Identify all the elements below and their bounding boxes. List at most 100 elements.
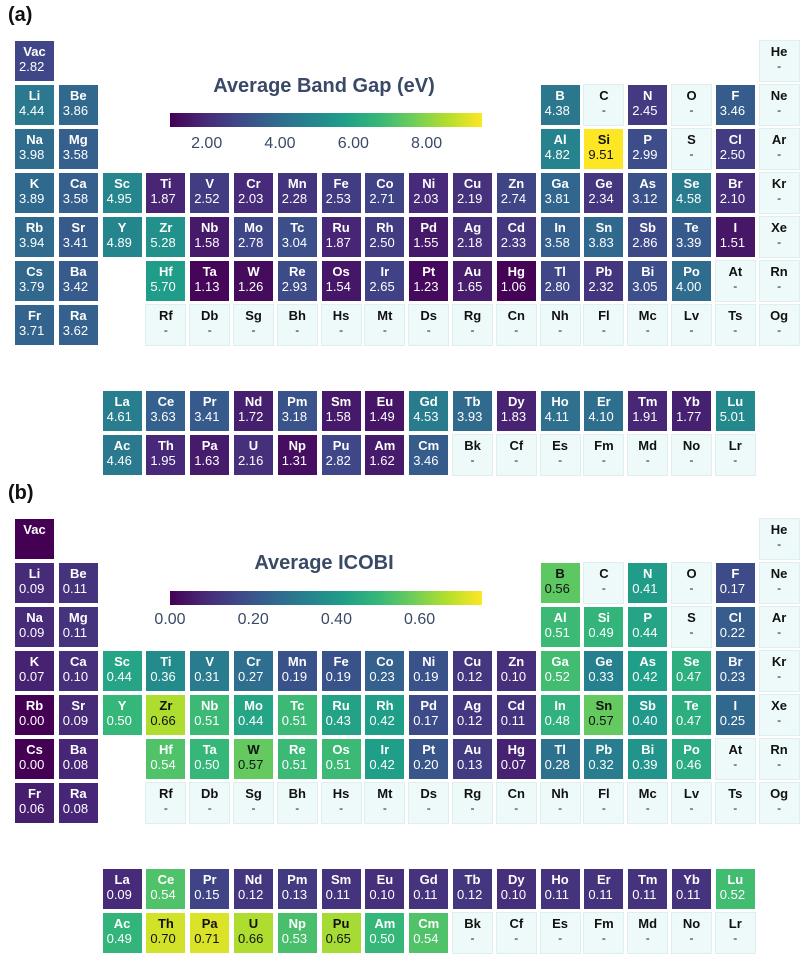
element-value: 1.63	[194, 453, 220, 468]
element-symbol: Nd	[244, 394, 263, 409]
element-symbol: Ra	[69, 308, 87, 323]
element-cell-te: Te 3.39	[671, 216, 712, 258]
element-cell-cr: Cr 0.27	[233, 650, 274, 692]
element-value: -	[645, 801, 650, 815]
element-value: -	[251, 323, 256, 337]
element-cell-k: K 3.89	[14, 172, 55, 214]
element-symbol: Ra	[69, 786, 87, 801]
element-value: 4.11	[544, 409, 569, 424]
element-value: 0.19	[413, 669, 439, 684]
element-symbol: Nd	[244, 872, 263, 887]
element-value: 2.33	[500, 235, 527, 250]
element-symbol: Sc	[114, 654, 131, 669]
element-symbol: S	[687, 132, 696, 147]
element-value: 2.82	[325, 453, 351, 468]
element-value: 2.86	[632, 235, 658, 250]
element-cell-y: Y 4.89	[101, 216, 143, 258]
element-value: -	[777, 279, 782, 293]
element-value: -	[339, 323, 344, 337]
element-cell-ti: Ti 0.36	[145, 650, 187, 692]
element-symbol: Lv	[683, 786, 700, 801]
element-symbol: Gd	[419, 872, 438, 887]
element-cell-og: Og -	[758, 782, 800, 824]
element-symbol: Rh	[376, 698, 394, 713]
element-symbol: Li	[28, 88, 41, 103]
colorbar-tick: 0.40	[320, 611, 352, 628]
element-symbol: Sm	[330, 394, 352, 409]
element-symbol: Kr	[771, 176, 787, 191]
element-value: -	[295, 801, 300, 815]
element-cell-cn: Cn -	[495, 782, 537, 824]
element-value: 0.51	[281, 713, 308, 728]
element-cell-sr: Sr 3.41	[57, 216, 99, 258]
element-cell-hg: Hg 1.06	[495, 260, 537, 302]
element-symbol: Pd	[420, 220, 437, 235]
element-symbol: Ca	[69, 176, 87, 191]
element-value: -	[777, 235, 782, 249]
element-value: -	[689, 103, 694, 117]
element-cell-al: Al 0.51	[539, 606, 581, 648]
element-symbol: Ar	[771, 610, 787, 625]
element-value: 4.53	[413, 409, 439, 424]
element-cell-u: U 0.66	[233, 912, 274, 954]
element-cell-cd: Cd 2.33	[495, 216, 537, 258]
element-cell-se: Se 0.47	[671, 650, 712, 692]
element-value: 0.08	[62, 801, 89, 816]
element-symbol: Cs	[26, 742, 43, 757]
element-symbol: Hs	[332, 308, 350, 323]
element-cell-w: W 1.26	[233, 260, 274, 302]
element-cell-hs: Hs -	[320, 782, 362, 824]
element-value: 0.51	[194, 713, 220, 728]
element-value: 1.83	[500, 409, 527, 424]
element-symbol: Rg	[463, 308, 482, 323]
element-symbol: Si	[597, 132, 611, 147]
element-symbol: Es	[552, 438, 569, 453]
element-symbol: K	[29, 654, 40, 669]
element-symbol: Re	[288, 264, 306, 279]
element-value: -	[470, 453, 475, 467]
element-cell-c: C-	[583, 562, 625, 604]
element-cell-cm: Cm 0.54	[408, 912, 450, 954]
element-value: -	[777, 581, 782, 595]
element-value: 2.16	[238, 453, 264, 468]
element-value: -	[645, 453, 650, 467]
element-value: 0.51	[544, 625, 570, 640]
element-cell-ds: Ds -	[408, 782, 450, 824]
element-symbol: S	[687, 610, 696, 625]
element-value: -	[339, 801, 344, 815]
element-symbol: Fl	[598, 786, 610, 801]
element-cell-pa: Pa 0.71	[189, 912, 231, 954]
element-value: -	[295, 323, 300, 337]
element-value: 3.41	[194, 409, 220, 424]
element-value: 2.18	[457, 235, 483, 250]
element-symbol: Pr	[202, 872, 217, 887]
element-cell-sb: Sb 0.40	[627, 694, 669, 736]
element-symbol: Mt	[377, 308, 393, 323]
element-symbol: Lr	[728, 916, 742, 931]
element-value: 4.89	[106, 235, 132, 250]
element-cell-he: He -	[758, 518, 800, 560]
element-symbol: Hf	[159, 742, 173, 757]
element-value: -	[558, 801, 563, 815]
element-value: -	[733, 323, 738, 337]
element-symbol: Rn	[770, 742, 788, 757]
element-cell-ho: Ho 4.11	[539, 390, 581, 432]
colorbar-tick: 6.00	[337, 135, 369, 152]
element-cell-al: Al 4.82	[539, 128, 581, 170]
element-cell-ca: Ca 3.58	[57, 172, 99, 214]
element-symbol: Ho	[551, 394, 569, 409]
element-cell-fe: Fe 2.53	[320, 172, 362, 214]
element-symbol: Al	[553, 610, 567, 625]
element-symbol: Co	[376, 654, 394, 669]
element-cell-lr: Lr -	[714, 912, 756, 954]
element-symbol: As	[639, 654, 656, 669]
element-value: -	[601, 323, 606, 337]
element-value: -	[163, 323, 168, 337]
element-symbol: Hg	[507, 264, 525, 279]
element-symbol: At	[728, 742, 743, 757]
element-cell-rg: Rg -	[452, 304, 493, 346]
element-cell-ga: Ga 0.52	[539, 650, 581, 692]
element-symbol: Cs	[26, 264, 43, 279]
element-symbol: Pb	[595, 742, 613, 757]
element-value: 0.25	[719, 713, 746, 728]
